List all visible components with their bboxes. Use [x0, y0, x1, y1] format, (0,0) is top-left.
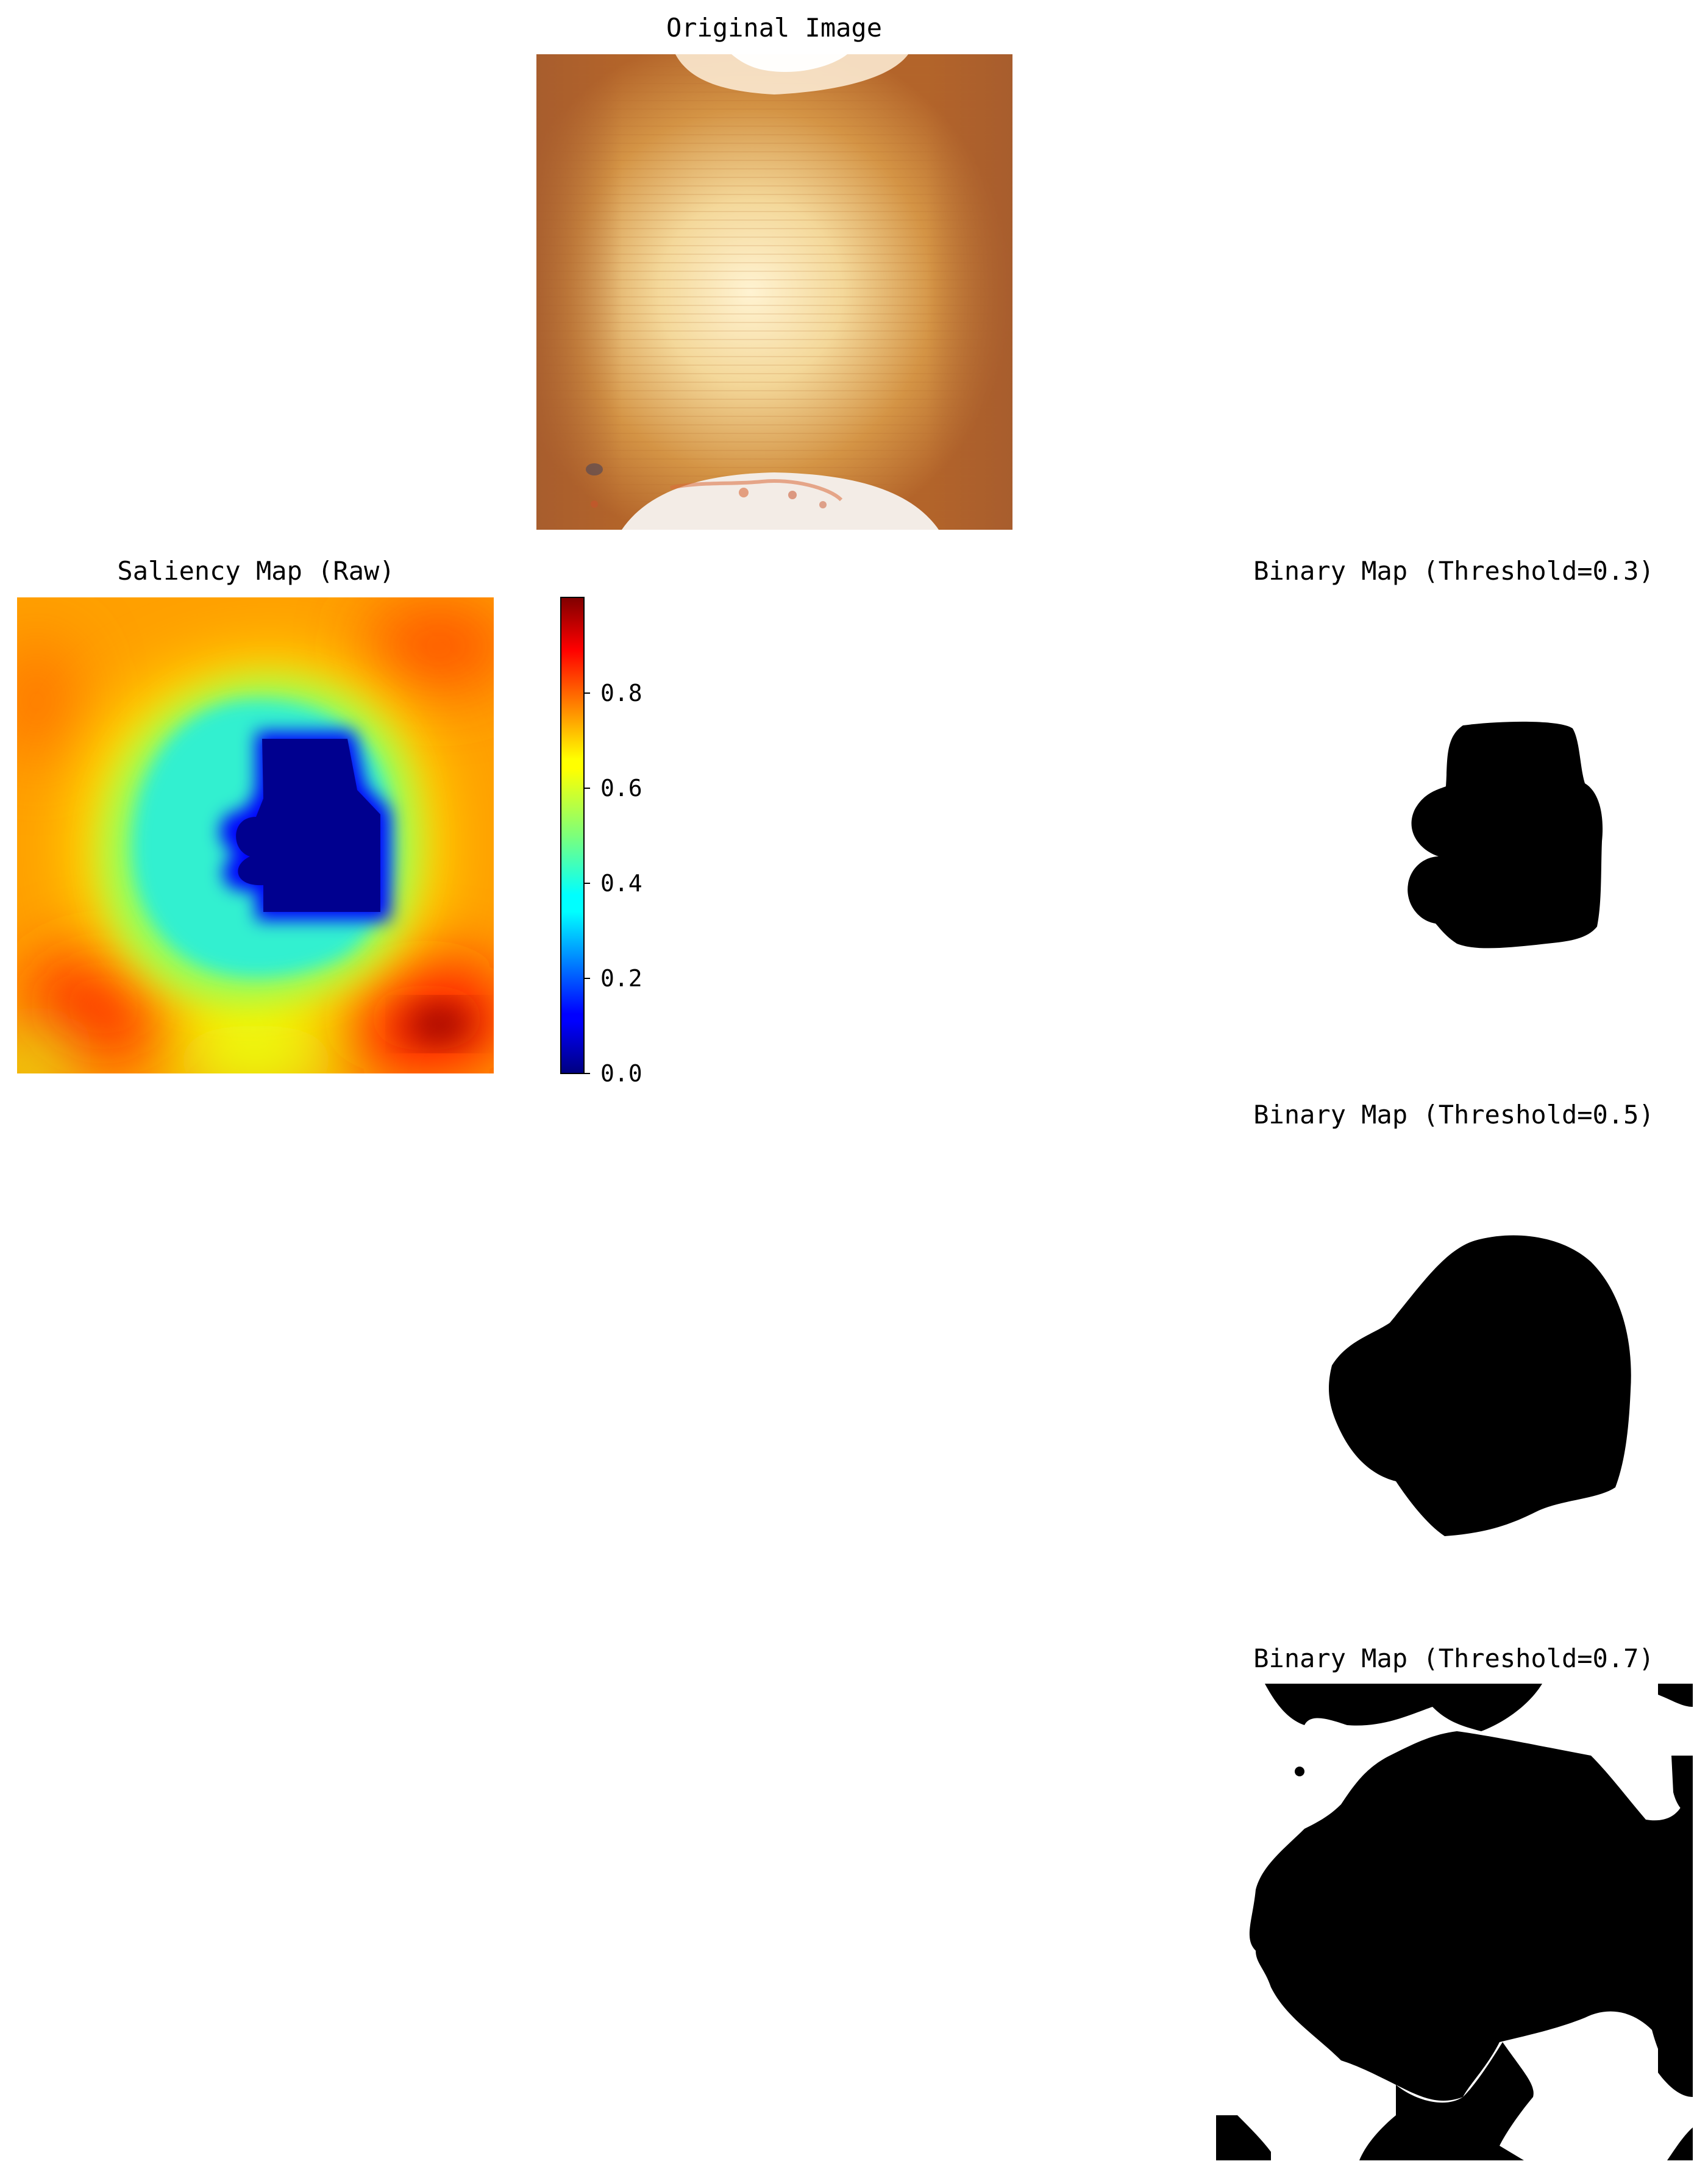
colorbar-ticks	[584, 692, 590, 1074]
colorbar-tick-label: 0.6	[600, 775, 642, 802]
binary-map-title: Binary Map (Threshold=0.3)	[1253, 556, 1654, 586]
binary-map-panel-0-5: Binary Map (Threshold=0.5)	[1253, 1100, 1654, 1536]
saliency-map-panel: Saliency Map (Raw)	[17, 556, 494, 1073]
binary-mask-region	[1407, 721, 1603, 949]
colorbar-tick-label: 0.4	[600, 870, 642, 897]
saliency-colorbar: 0.0 0.2 0.4 0.6 0.8	[560, 597, 642, 1087]
binary-map-panel-0-3: Binary Map (Threshold=0.3)	[1253, 556, 1654, 949]
original-image-title: Original Image	[666, 13, 882, 43]
saliency-heatmap	[17, 597, 494, 1073]
binary-map-title: Binary Map (Threshold=0.7)	[1253, 1643, 1654, 1673]
colorbar-tick-label: 0.8	[600, 680, 642, 707]
binary-map-title: Binary Map (Threshold=0.5)	[1253, 1100, 1654, 1130]
colorbar-tick-label: 0.0	[600, 1060, 642, 1087]
saliency-map-title: Saliency Map (Raw)	[117, 556, 394, 586]
binary-mask-region	[1216, 1684, 1693, 2160]
binary-mask-region	[1329, 1235, 1631, 1536]
original-image-panel: Original Image	[536, 13, 1012, 530]
original-image	[536, 54, 1012, 530]
binary-map-panel-0-7: Binary Map (Threshold=0.7)	[1216, 1643, 1693, 2160]
colorbar-tick-label: 0.2	[600, 965, 642, 992]
colorbar-gradient	[560, 597, 585, 1074]
